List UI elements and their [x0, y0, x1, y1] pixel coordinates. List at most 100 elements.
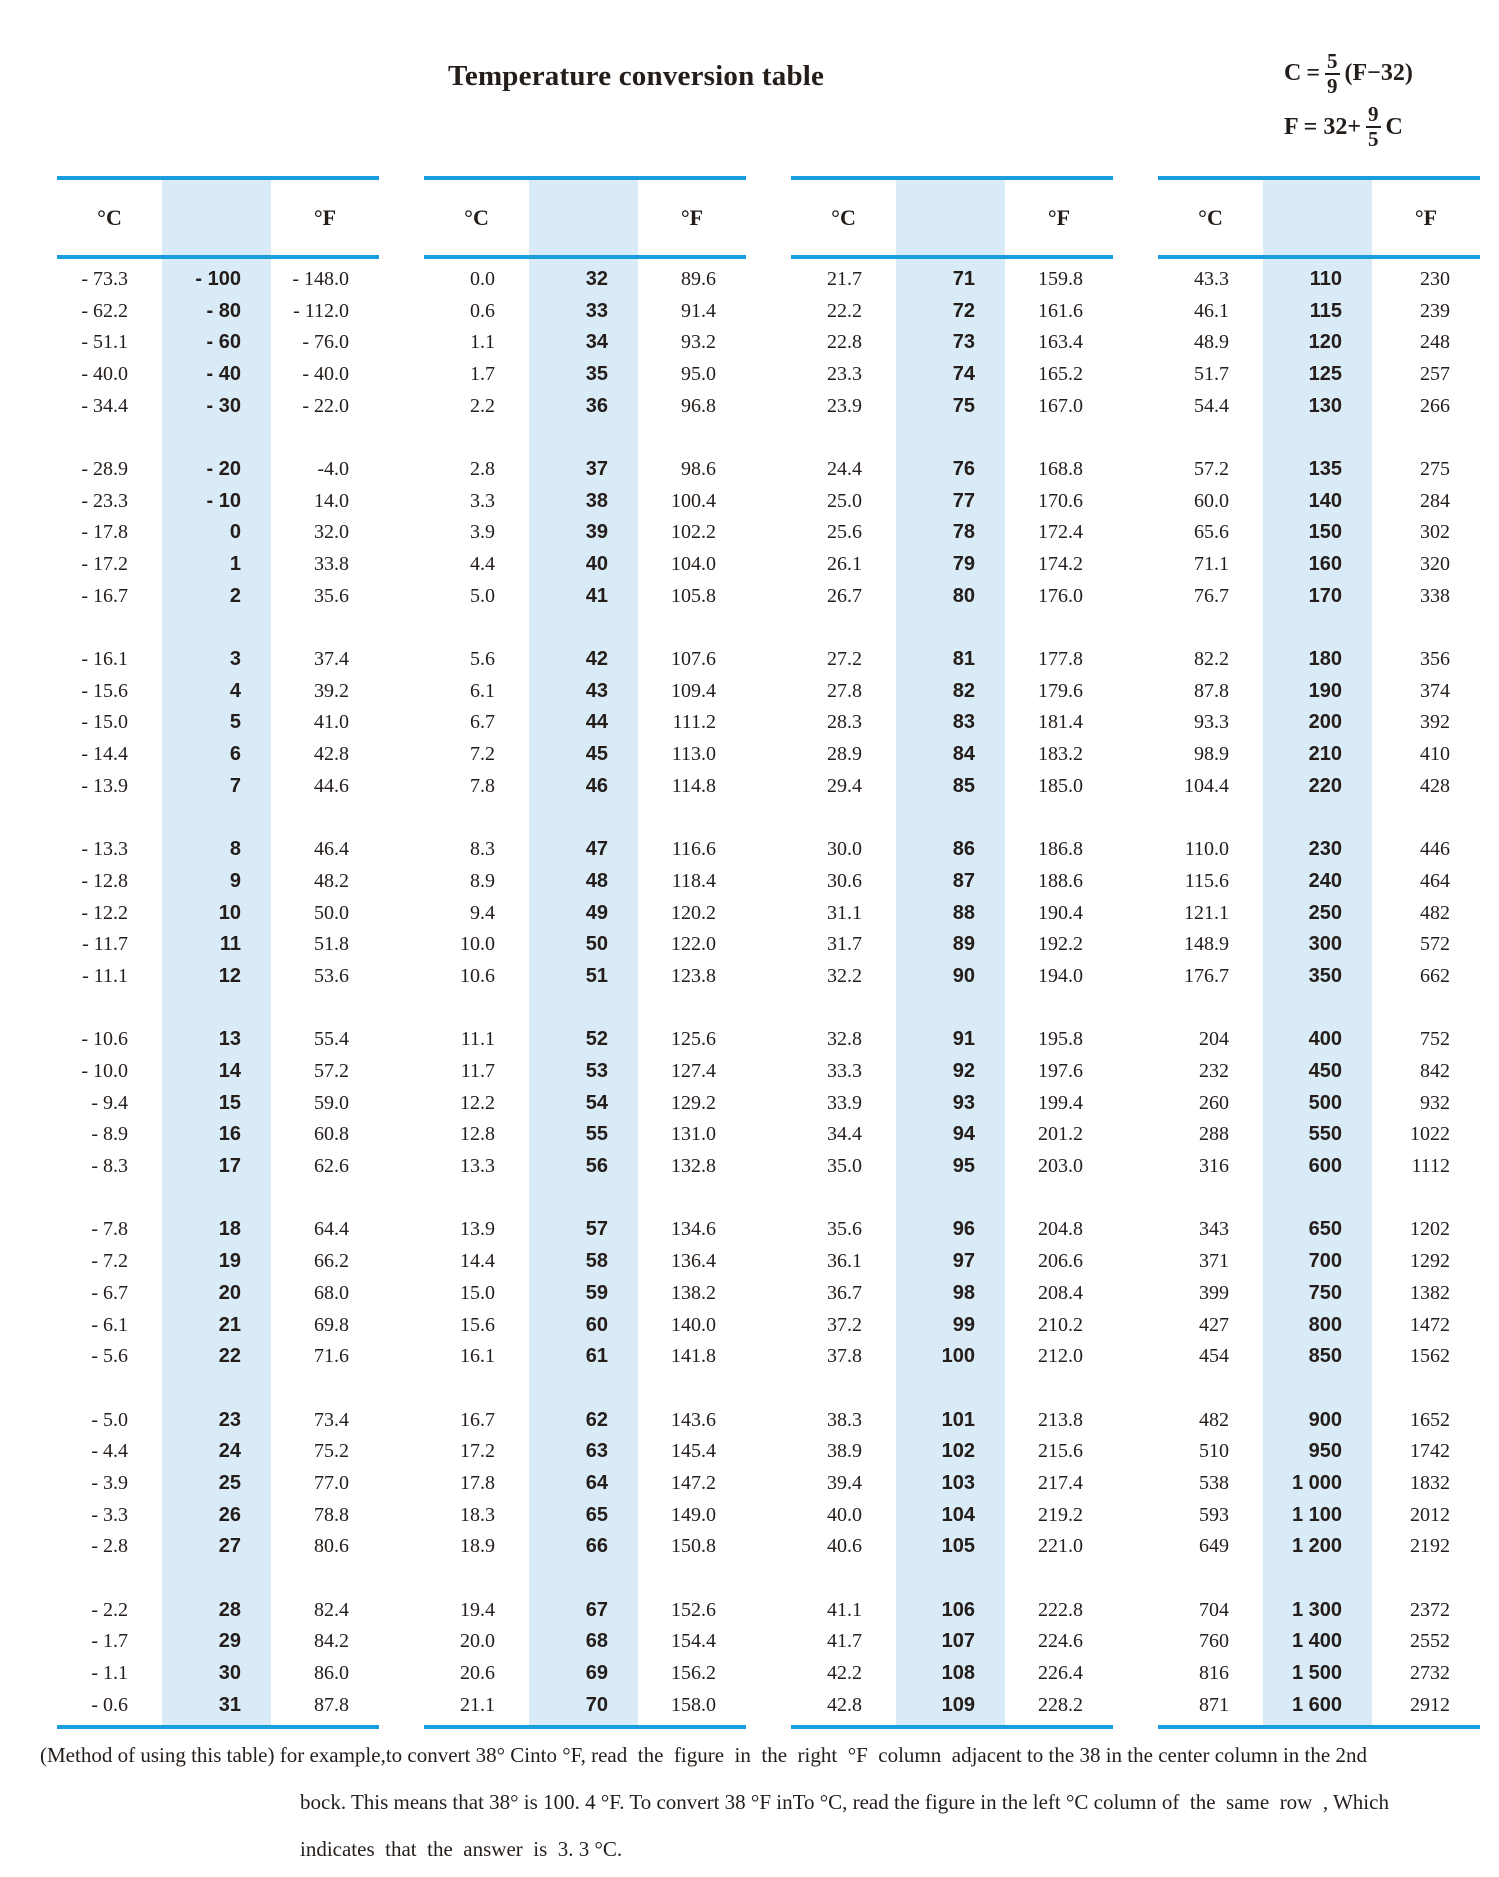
celsius-cell: 41.7 — [827, 1630, 862, 1653]
given-value-cell: 92 — [952, 1060, 975, 1083]
table-row: - 9.4 15 59.0 — [57, 1087, 379, 1119]
celsius-cell: 42.8 — [827, 1693, 862, 1716]
given-value-cell: 83 — [952, 711, 975, 734]
given-value-cell: 65 — [585, 1503, 608, 1526]
table-row: - 73.3 - 100 - 148.0 — [57, 263, 379, 295]
celsius-cell: - 12.2 — [81, 901, 128, 924]
table-row: 43.3 110 230 — [1158, 263, 1480, 295]
celsius-cell: - 5.6 — [91, 1345, 128, 1368]
fahrenheit-cell: 320 — [1420, 553, 1450, 576]
celsius-cell: 60.0 — [1194, 489, 1229, 512]
fahrenheit-cell: 842 — [1420, 1060, 1450, 1083]
celsius-cell: - 15.6 — [81, 679, 128, 702]
conversion-table: °C °F - 73.3- 100- 148.0- 62.2- 80- 112.0-… — [57, 176, 1480, 1729]
fahrenheit-cell: 134.6 — [671, 1218, 716, 1241]
shaded-center-column — [896, 180, 1005, 1729]
shaded-center-column — [162, 180, 271, 1729]
fahrenheit-cell: 201.2 — [1038, 1123, 1083, 1146]
fahrenheit-cell: 206.6 — [1038, 1250, 1083, 1273]
given-value-cell: 30 — [218, 1662, 241, 1685]
given-value-cell: 70 — [585, 1693, 608, 1716]
table-row: - 51.1 - 60 - 76.0 — [57, 326, 379, 358]
fahrenheit-cell: 156.2 — [671, 1662, 716, 1685]
given-value-cell: 12 — [218, 964, 241, 987]
table-row: 37.2 99 210.2 — [791, 1309, 1113, 1341]
fahrenheit-cell: 186.8 — [1038, 838, 1083, 861]
celsius-cell: - 8.9 — [91, 1123, 128, 1146]
celsius-cell: 25.6 — [827, 521, 862, 544]
celsius-cell: 6.7 — [470, 711, 495, 734]
table-row: - 12.8 9 48.2 — [57, 865, 379, 897]
table-row: 6.7 44 111.2 — [424, 707, 746, 739]
given-value-cell: 18 — [218, 1218, 241, 1241]
table-row: 7.8 46 114.8 — [424, 770, 746, 802]
given-value-cell: 210 — [1308, 743, 1342, 766]
block-separator — [791, 1372, 1113, 1404]
fahrenheit-cell: 143.6 — [671, 1408, 716, 1431]
fahrenheit-cell: 1022 — [1410, 1123, 1450, 1146]
given-value-cell: 89 — [952, 933, 975, 956]
fahrenheit-cell: - 22.0 — [302, 394, 349, 417]
celsius-cell: 7.8 — [470, 774, 495, 797]
fahrenheit-cell: 174.2 — [1038, 553, 1083, 576]
celsius-cell: - 10.0 — [81, 1060, 128, 1083]
given-value-cell: 300 — [1308, 933, 1342, 956]
celsius-cell: 816 — [1199, 1662, 1229, 1685]
fahrenheit-cell: 105.8 — [671, 584, 716, 607]
celsius-cell: - 4.4 — [91, 1440, 128, 1463]
given-value-cell: 230 — [1308, 838, 1342, 861]
fahrenheit-header: °F — [1414, 204, 1438, 230]
table-row: 4.4 40 104.0 — [424, 548, 746, 580]
fahrenheit-cell: 53.6 — [314, 964, 349, 987]
fahrenheit-cell: 226.4 — [1038, 1662, 1083, 1685]
table-body: 0.0 32 89.6 0.6 33 91.4 1.1 34 93.2 1.7 35 95.0 2.2 3… — [424, 259, 746, 1729]
given-value-cell: 57 — [585, 1218, 608, 1241]
given-value-cell: 190 — [1308, 679, 1342, 702]
block-separator — [57, 1182, 379, 1214]
given-value-cell: 23 — [218, 1408, 241, 1431]
given-value-cell: 1 000 — [1291, 1471, 1342, 1494]
fahrenheit-cell: - 148.0 — [292, 267, 349, 290]
fahrenheit-cell: 230 — [1420, 267, 1450, 290]
celsius-cell: 454 — [1199, 1345, 1229, 1368]
fraction-numerator: 5 — [1325, 49, 1340, 75]
fahrenheit-cell: 125.6 — [671, 1028, 716, 1051]
fahrenheit-cell: 172.4 — [1038, 521, 1083, 544]
fahrenheit-cell: 195.8 — [1038, 1028, 1083, 1051]
fahrenheit-cell: 181.4 — [1038, 711, 1083, 734]
fahrenheit-cell: 213.8 — [1038, 1408, 1083, 1431]
given-value-cell: 82 — [952, 679, 975, 702]
fahrenheit-cell: 91.4 — [681, 299, 716, 322]
celsius-cell: 19.4 — [460, 1598, 495, 1621]
celsius-cell: 35.6 — [827, 1218, 862, 1241]
table-row: - 23.3 - 10 14.0 — [57, 485, 379, 517]
celsius-cell: - 6.7 — [91, 1281, 128, 1304]
given-value-cell: 31 — [218, 1693, 241, 1716]
given-value-cell: 14 — [218, 1060, 241, 1083]
fahrenheit-cell: 161.6 — [1038, 299, 1083, 322]
celsius-cell: 176.7 — [1184, 964, 1229, 987]
fahrenheit-cell: 219.2 — [1038, 1503, 1083, 1526]
fahrenheit-cell: 93.2 — [681, 331, 716, 354]
fahrenheit-cell: 132.8 — [671, 1155, 716, 1178]
fahrenheit-cell: 266 — [1420, 394, 1450, 417]
table-row: 76.7 170 338 — [1158, 580, 1480, 612]
table-row: 18.9 66 150.8 — [424, 1531, 746, 1563]
fahrenheit-cell: 410 — [1420, 743, 1450, 766]
fahrenheit-cell: 109.4 — [671, 679, 716, 702]
table-row: 11.7 53 127.4 — [424, 1055, 746, 1087]
fahrenheit-cell: 114.8 — [671, 774, 716, 797]
celsius-cell: 28.3 — [827, 711, 862, 734]
fahrenheit-cell: 203.0 — [1038, 1155, 1083, 1178]
celsius-cell: 482 — [1199, 1408, 1229, 1431]
celsius-cell: 82.2 — [1194, 648, 1229, 671]
celsius-cell: 26.1 — [827, 553, 862, 576]
table-row: 15.6 60 140.0 — [424, 1309, 746, 1341]
fahrenheit-cell: 55.4 — [314, 1028, 349, 1051]
fahrenheit-cell: 1832 — [1410, 1471, 1450, 1494]
fahrenheit-cell: - 40.0 — [302, 362, 349, 385]
given-value-cell: 13 — [218, 1028, 241, 1051]
column-headers: °C °F — [1158, 180, 1480, 259]
celsius-cell: 36.7 — [827, 1281, 862, 1304]
